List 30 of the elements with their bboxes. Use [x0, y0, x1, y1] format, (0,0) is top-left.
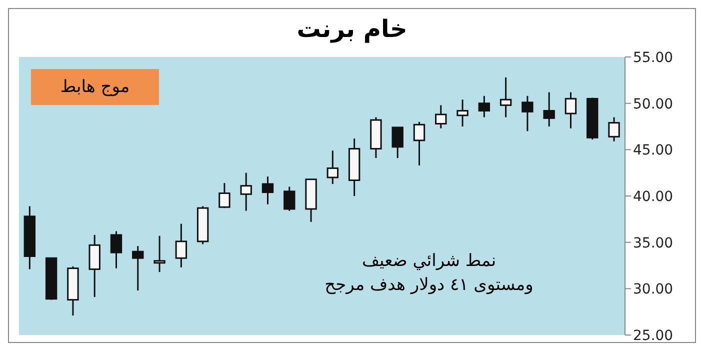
candlestick — [456, 98, 468, 128]
annotation: ومستوى ٤١ دولار هدف مرجح — [324, 274, 534, 297]
y-tick-label: 35.00 — [633, 235, 674, 252]
candlestick — [478, 95, 490, 118]
candlestick — [608, 116, 620, 142]
candlestick — [392, 126, 404, 159]
y-tick-label: 40.00 — [633, 188, 674, 205]
callout-box: موج هابط — [31, 69, 159, 105]
candlestick — [284, 186, 296, 212]
candlestick — [543, 91, 555, 128]
candlestick — [564, 91, 577, 130]
candlestick — [154, 235, 166, 273]
candlestick — [240, 172, 252, 212]
y-tick-label: 50.00 — [633, 96, 674, 112]
y-tick-label: 45.00 — [633, 142, 674, 159]
y-tick-label: 55.00 — [633, 50, 674, 66]
annotation: نمط شرائي ضعيف — [360, 250, 498, 273]
candlestick — [132, 245, 144, 292]
chart-title: خام برنت — [296, 15, 408, 45]
candlestick — [218, 182, 230, 209]
candlestick — [435, 104, 447, 130]
candlestick — [175, 223, 188, 268]
candlestick — [326, 150, 339, 185]
candlestick — [262, 176, 274, 206]
candlestick — [413, 121, 426, 166]
y-tick-label: 30.00 — [633, 282, 674, 298]
candlestick — [110, 230, 122, 270]
y-tick-label: 25.00 — [633, 328, 674, 344]
candlestick — [522, 95, 534, 132]
candlestick — [500, 76, 512, 118]
